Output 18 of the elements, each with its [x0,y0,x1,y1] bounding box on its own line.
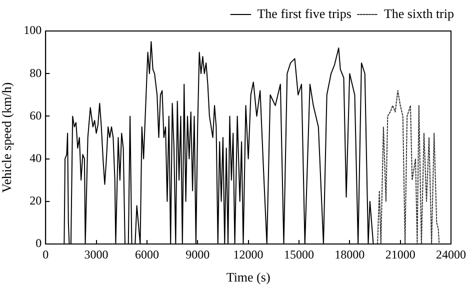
y-tick-label: 40 [30,150,42,165]
x-tick-label: 9000 [186,247,210,262]
x-tick-label: 12000 [233,247,264,262]
x-tick-label: 3000 [84,247,108,262]
y-tick-label: 60 [30,108,42,122]
y-axis-title: Vehicle speed (km/h) [0,82,14,193]
x-axis-title: Time (s) [226,270,270,285]
x-tick-label: 18000 [334,247,365,262]
legend-label: The first five trips [257,6,352,21]
x-tick-label: 24000 [436,247,466,262]
x-tick-label: 15000 [284,247,314,262]
y-tick-label: 0 [36,236,42,250]
legend-label: The sixth trip [384,6,454,21]
y-tick-label: 80 [30,66,42,80]
y-tick-label: 100 [24,23,42,38]
x-tick-label: 21000 [385,247,416,262]
x-tick-label: 6000 [134,247,159,262]
y-tick-label: 20 [30,194,42,208]
